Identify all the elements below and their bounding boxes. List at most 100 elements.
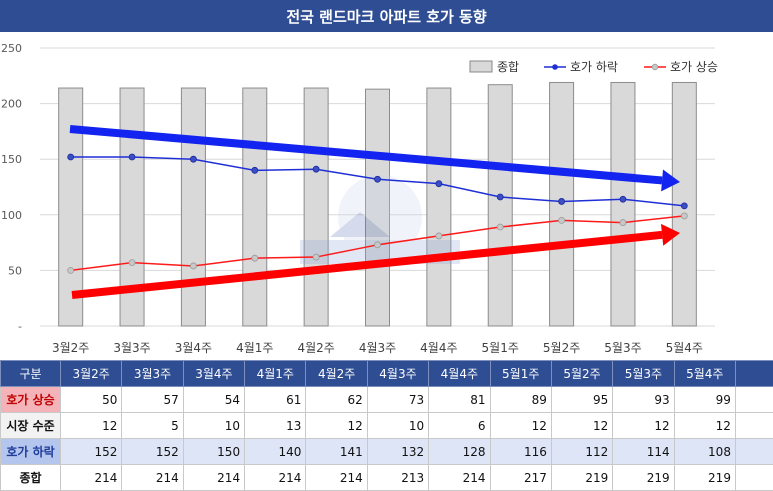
x-tick-label: 3월3주 xyxy=(113,341,150,355)
point-price-up xyxy=(252,255,258,261)
table-cell: 95 xyxy=(551,387,612,413)
table-cell: 12 xyxy=(613,413,674,439)
table-cell: 213 xyxy=(367,465,428,491)
table-cell: 81 xyxy=(429,387,490,413)
table-cell: 214 xyxy=(183,465,244,491)
y-tick-label: 50 xyxy=(8,264,22,277)
table-cell: 89 xyxy=(490,387,551,413)
table-cell: 12 xyxy=(490,413,551,439)
legend: 종합 호가 하락 호가 상승 xyxy=(470,60,718,74)
table-header-cell: 4월4주 xyxy=(429,361,490,387)
table-header-cell: 5월1주 xyxy=(490,361,551,387)
point-price-up xyxy=(559,217,565,223)
x-tick-label: 5월1주 xyxy=(482,341,519,355)
table-blank-cell xyxy=(735,361,773,387)
bar-total xyxy=(427,88,451,326)
table-cell: 10 xyxy=(367,413,428,439)
table-header-cell: 3월3주 xyxy=(122,361,183,387)
x-tick-label: 4월3주 xyxy=(359,341,396,355)
table-cell: 12 xyxy=(61,413,122,439)
point-price-up xyxy=(129,260,135,266)
legend-marker-up xyxy=(652,64,658,70)
table-cell: 6 xyxy=(429,413,490,439)
point-price-down xyxy=(252,167,258,173)
point-price-down xyxy=(497,194,503,200)
legend-label-up: 호가 상승 xyxy=(670,60,718,74)
point-price-up xyxy=(375,242,381,248)
x-tick-label: 5월4주 xyxy=(666,341,703,355)
y-tick-label: - xyxy=(18,320,22,333)
table-cell: 13 xyxy=(245,413,306,439)
x-tick-label: 3월4주 xyxy=(175,341,212,355)
table-cell: 214 xyxy=(122,465,183,491)
table-cell: 214 xyxy=(429,465,490,491)
table-blank-cell xyxy=(735,465,773,491)
table-cell: 10 xyxy=(183,413,244,439)
point-price-down xyxy=(190,156,196,162)
point-price-down xyxy=(620,196,626,202)
x-tick-label: 5월3주 xyxy=(604,341,641,355)
chart-title: 전국 랜드마크 아파트 호가 동향 xyxy=(0,0,773,32)
table-blank-cell xyxy=(735,413,773,439)
x-tick-label: 5월2주 xyxy=(543,341,580,355)
x-tick-label: 3월2주 xyxy=(52,341,89,355)
table-cell: 50 xyxy=(61,387,122,413)
x-tick-label: 4월4주 xyxy=(420,341,457,355)
point-price-up xyxy=(681,213,687,219)
point-price-down xyxy=(681,203,687,209)
bar-total xyxy=(488,85,512,326)
table-cell: 62 xyxy=(306,387,367,413)
table-cell: 54 xyxy=(183,387,244,413)
point-price-down xyxy=(68,154,74,160)
table-header-cell: 5월3주 xyxy=(613,361,674,387)
table-cell: 61 xyxy=(245,387,306,413)
table-cell: 93 xyxy=(613,387,674,413)
point-price-down xyxy=(559,198,565,204)
table-cell: 214 xyxy=(306,465,367,491)
point-price-up xyxy=(68,267,74,273)
table-header-cell: 4월1주 xyxy=(245,361,306,387)
row-label-total: 종합 xyxy=(1,465,61,491)
table-header-cell: 5월4주 xyxy=(674,361,735,387)
point-price-down xyxy=(313,166,319,172)
bar-total xyxy=(243,88,267,326)
table-header-cell: 5월2주 xyxy=(551,361,612,387)
x-tick-label: 4월2주 xyxy=(297,341,334,355)
table-cell: 73 xyxy=(367,387,428,413)
table-cell: 219 xyxy=(551,465,612,491)
table-blank-cell xyxy=(735,387,773,413)
table-header-cell: 3월4주 xyxy=(183,361,244,387)
y-tick-label: 250 xyxy=(1,42,22,55)
y-tick-label: 150 xyxy=(1,153,22,166)
table-header-label: 구분 xyxy=(1,361,61,387)
point-price-down xyxy=(436,181,442,187)
table-cell: 99 xyxy=(674,387,735,413)
table-cell: 5 xyxy=(122,413,183,439)
legend-swatch-total xyxy=(470,61,492,72)
legend-marker-down xyxy=(552,64,558,70)
y-tick-label: 100 xyxy=(1,209,22,222)
point-price-up xyxy=(497,224,503,230)
row-label-market-level: 시장 수준 xyxy=(1,413,61,439)
bar-total xyxy=(181,88,205,326)
table-header-cell: 4월3주 xyxy=(367,361,428,387)
point-price-down xyxy=(129,154,135,160)
row-label-price-up: 호가 상승 xyxy=(1,387,61,413)
table-cell: 214 xyxy=(245,465,306,491)
table-cell: 57 xyxy=(122,387,183,413)
table-cell: 12 xyxy=(674,413,735,439)
table-cell: 219 xyxy=(613,465,674,491)
table-cell: 214 xyxy=(61,465,122,491)
table-header-cell: 3월2주 xyxy=(61,361,122,387)
point-price-up xyxy=(436,233,442,239)
legend-label-total: 종합 xyxy=(497,60,519,74)
point-price-down xyxy=(375,176,381,182)
